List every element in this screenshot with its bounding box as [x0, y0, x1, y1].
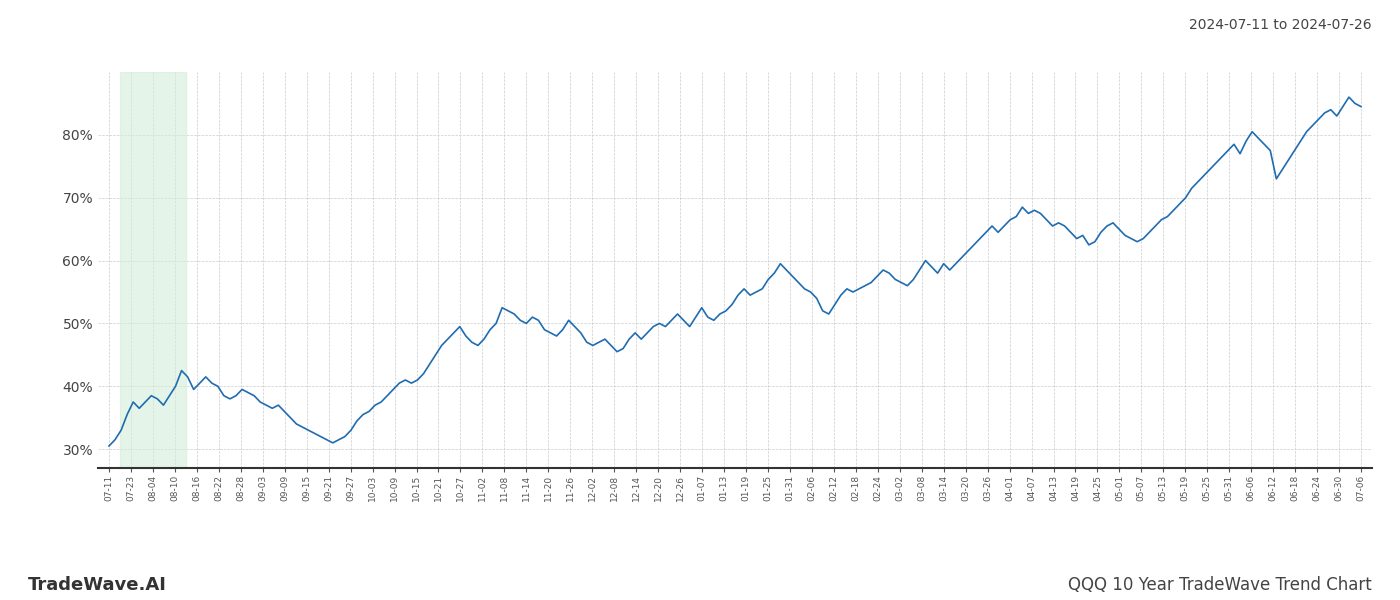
Bar: [120, 72, 186, 468]
Text: QQQ 10 Year TradeWave Trend Chart: QQQ 10 Year TradeWave Trend Chart: [1068, 576, 1372, 594]
Text: TradeWave.AI: TradeWave.AI: [28, 576, 167, 594]
Text: 2024-07-11 to 2024-07-26: 2024-07-11 to 2024-07-26: [1190, 18, 1372, 32]
